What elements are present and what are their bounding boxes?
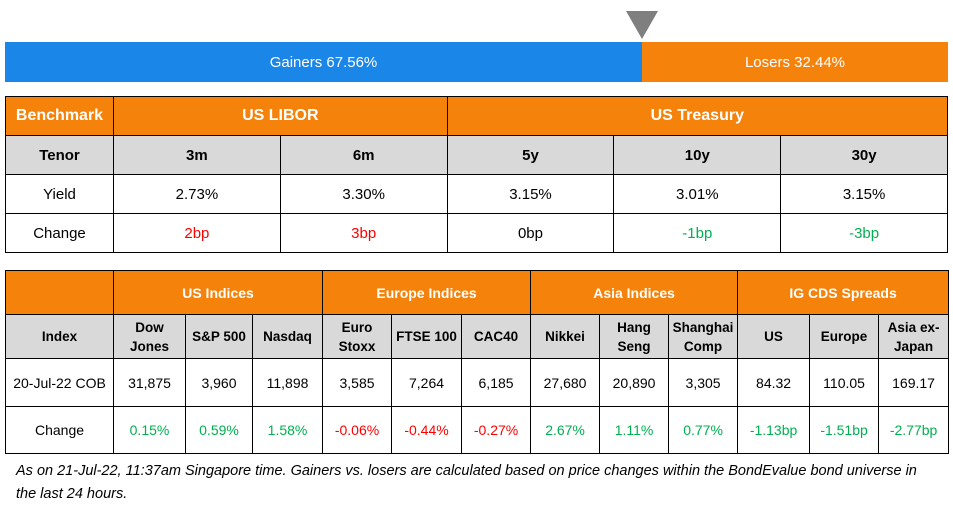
us-indices-header: US Indices <box>112 270 324 315</box>
index-column-header: Shanghai Comp <box>668 314 739 359</box>
change-cell: -1.51bp <box>809 406 880 454</box>
value-cell: 110.05 <box>809 358 880 407</box>
change-cell: 0bp <box>446 213 615 253</box>
blank-header <box>5 270 114 315</box>
header-line: US <box>764 329 783 344</box>
value-cell: 31,875 <box>113 358 186 407</box>
value-cell: 6,185 <box>461 358 532 407</box>
header-line: Jones <box>129 338 170 354</box>
value-cell: 11,898 <box>251 358 324 407</box>
benchmark-header: Benchmark <box>5 96 114 136</box>
gainers-segment: Gainers 67.56% <box>5 42 642 82</box>
value-cell: 7,264 <box>391 358 463 407</box>
yield-cell: 3.30% <box>279 174 448 214</box>
header-line: Japan <box>894 338 934 354</box>
header-line: Dow <box>135 319 164 335</box>
index-column-header: Dow Jones <box>113 314 186 359</box>
yield-cell: 3.01% <box>613 174 782 214</box>
change-cell: -2.77bp <box>878 406 950 454</box>
change-cell: -0.44% <box>391 406 463 454</box>
cds-header: IG CDS Spreads <box>737 270 950 315</box>
gainers-losers-bar: Gainers 67.56% Losers 32.44% <box>5 42 948 82</box>
header-line: Europe <box>820 329 868 344</box>
index-column-header: Hang Seng <box>599 314 670 359</box>
change-cell: 1.58% <box>251 406 324 454</box>
index-column-header: Nikkei <box>530 314 601 359</box>
libor-header: US LIBOR <box>113 96 448 136</box>
tenor-label: Tenor <box>5 135 114 175</box>
header-line: Stoxx <box>338 338 376 354</box>
header-line: CAC40 <box>473 329 519 344</box>
header-line: Asia ex- <box>887 319 940 335</box>
change-label: Change <box>5 406 114 454</box>
change-cell: 0.59% <box>185 406 253 454</box>
tenor-header: 3m <box>113 135 281 175</box>
change-cell: 2bp <box>113 213 281 253</box>
tenor-header: 5y <box>446 135 615 175</box>
index-column-header: CAC40 <box>461 314 532 359</box>
change-cell: 0.77% <box>668 406 739 454</box>
tenor-header: 30y <box>780 135 948 175</box>
change-cell: -3bp <box>780 213 948 253</box>
footnote: As on 21-Jul-22, 11:37am Singapore time.… <box>16 463 917 502</box>
date-label: 20-Jul-22 COB <box>5 358 114 407</box>
header-line: Hang <box>617 319 651 335</box>
index-column-header: FTSE 100 <box>391 314 463 359</box>
index-column-header: US <box>737 314 811 359</box>
header-line: Shanghai <box>672 319 734 335</box>
rates-table: Benchmark US LIBOR US Treasury Tenor 3m 6m 5y… <box>5 96 949 253</box>
yield-label: Yield <box>5 174 114 214</box>
value-cell: 169.17 <box>878 358 950 407</box>
value-cell: 20,890 <box>599 358 670 407</box>
tenor-header: 10y <box>613 135 782 175</box>
losers-segment: Losers 32.44% <box>642 42 948 82</box>
change-cell: 2.67% <box>530 406 601 454</box>
index-column-header: Euro Stoxx <box>322 314 393 359</box>
index-label: Index <box>5 314 114 359</box>
index-column-header: Asia ex- Japan <box>878 314 950 359</box>
header-line: Comp <box>683 338 723 354</box>
yield-cell: 3.15% <box>446 174 615 214</box>
market-pointer-icon <box>626 11 658 39</box>
index-column-header: Europe <box>809 314 880 359</box>
value-cell: 3,960 <box>185 358 253 407</box>
treasury-header: US Treasury <box>446 96 949 136</box>
change-cell: -0.06% <box>322 406 393 454</box>
indices-table: US Indices Europe Indices Asia Indices I… <box>5 270 950 454</box>
header-line: Nasdaq <box>263 329 312 344</box>
tenor-header: 6m <box>279 135 448 175</box>
change-cell: -0.27% <box>461 406 532 454</box>
value-cell: 27,680 <box>530 358 601 407</box>
index-column-header: Nasdaq <box>251 314 324 359</box>
value-cell: 3,305 <box>668 358 739 407</box>
yield-cell: 3.15% <box>780 174 948 214</box>
change-label: Change <box>5 213 114 253</box>
change-cell: 3bp <box>279 213 448 253</box>
index-column-header: S&P 500 <box>185 314 253 359</box>
value-cell: 84.32 <box>737 358 811 407</box>
header-line: Seng <box>617 338 651 354</box>
change-cell: 0.15% <box>113 406 186 454</box>
asia-indices-header: Asia Indices <box>530 270 739 315</box>
header-line: Nikkei <box>545 329 585 344</box>
change-cell: -1.13bp <box>737 406 811 454</box>
change-cell: 1.11% <box>599 406 670 454</box>
europe-indices-header: Europe Indices <box>322 270 532 315</box>
header-line: FTSE 100 <box>396 329 457 344</box>
header-line: S&P 500 <box>192 329 246 344</box>
header-line: Euro <box>341 319 373 335</box>
value-cell: 3,585 <box>322 358 393 407</box>
yield-cell: 2.73% <box>113 174 281 214</box>
change-cell: -1bp <box>613 213 782 253</box>
